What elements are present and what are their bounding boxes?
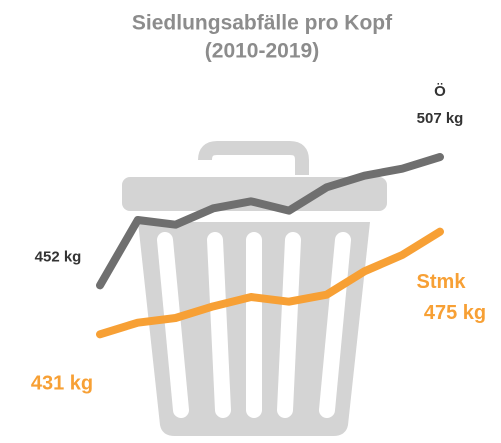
chart-subtitle: (2010-2019) <box>205 40 319 63</box>
series-line <box>96 227 444 339</box>
chart-title: Siedlungsabfälle pro Kopf <box>132 12 393 35</box>
series-name-label: Stmk <box>417 271 467 293</box>
value-label: 507 kg <box>417 110 464 127</box>
value-label: 475 kg <box>424 302 486 324</box>
series-name-label: Ö <box>434 83 446 100</box>
value-label: 431 kg <box>31 373 93 395</box>
trash-can-icon <box>122 141 387 436</box>
series-line <box>96 153 444 290</box>
value-label: 452 kg <box>35 248 82 265</box>
